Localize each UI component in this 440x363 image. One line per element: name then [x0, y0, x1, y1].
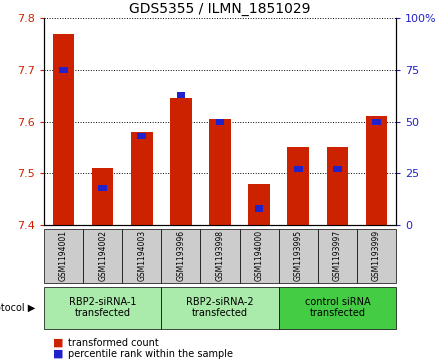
Text: ■: ■ — [53, 338, 63, 348]
Bar — [131, 132, 153, 225]
Text: control siRNA
transfected: control siRNA transfected — [304, 297, 370, 318]
Text: GSM1194001: GSM1194001 — [59, 231, 68, 281]
Bar — [44, 229, 83, 283]
Bar — [279, 229, 318, 283]
Bar — [170, 98, 192, 225]
Bar — [176, 91, 185, 98]
Bar — [201, 229, 239, 283]
Bar — [318, 229, 357, 283]
Bar — [99, 185, 107, 191]
Bar — [209, 119, 231, 225]
Bar — [59, 67, 68, 73]
Bar — [239, 229, 279, 283]
Bar — [357, 229, 396, 283]
Bar — [44, 287, 161, 329]
Bar — [137, 133, 146, 139]
Bar — [83, 229, 122, 283]
Text: transformed count: transformed count — [68, 338, 159, 348]
Text: GSM1194000: GSM1194000 — [255, 231, 264, 281]
Bar — [333, 166, 341, 172]
Bar — [255, 205, 264, 212]
Bar — [279, 287, 396, 329]
Text: ■: ■ — [53, 349, 63, 359]
Bar — [372, 118, 381, 125]
Bar — [161, 229, 201, 283]
Text: RBP2-siRNA-1
transfected: RBP2-siRNA-1 transfected — [69, 297, 136, 318]
Text: GSM1193998: GSM1193998 — [216, 231, 224, 281]
Bar — [248, 184, 270, 225]
Bar — [326, 147, 348, 225]
Text: GSM1193997: GSM1193997 — [333, 231, 342, 281]
Bar — [294, 166, 303, 172]
Bar — [92, 168, 114, 225]
Text: percentile rank within the sample: percentile rank within the sample — [68, 349, 233, 359]
Bar — [216, 118, 224, 125]
Text: GSM1194002: GSM1194002 — [98, 231, 107, 281]
Bar — [161, 287, 279, 329]
Text: GSM1193995: GSM1193995 — [294, 231, 303, 281]
Title: GDS5355 / ILMN_1851029: GDS5355 / ILMN_1851029 — [129, 2, 311, 16]
Text: protocol ▶: protocol ▶ — [0, 303, 35, 313]
Text: GSM1193999: GSM1193999 — [372, 231, 381, 281]
Text: GSM1193996: GSM1193996 — [176, 231, 185, 281]
Bar — [122, 229, 161, 283]
Bar — [53, 34, 74, 225]
Text: GSM1194003: GSM1194003 — [137, 231, 146, 281]
Bar — [366, 117, 387, 225]
Text: RBP2-siRNA-2
transfected: RBP2-siRNA-2 transfected — [186, 297, 254, 318]
Bar — [287, 147, 309, 225]
